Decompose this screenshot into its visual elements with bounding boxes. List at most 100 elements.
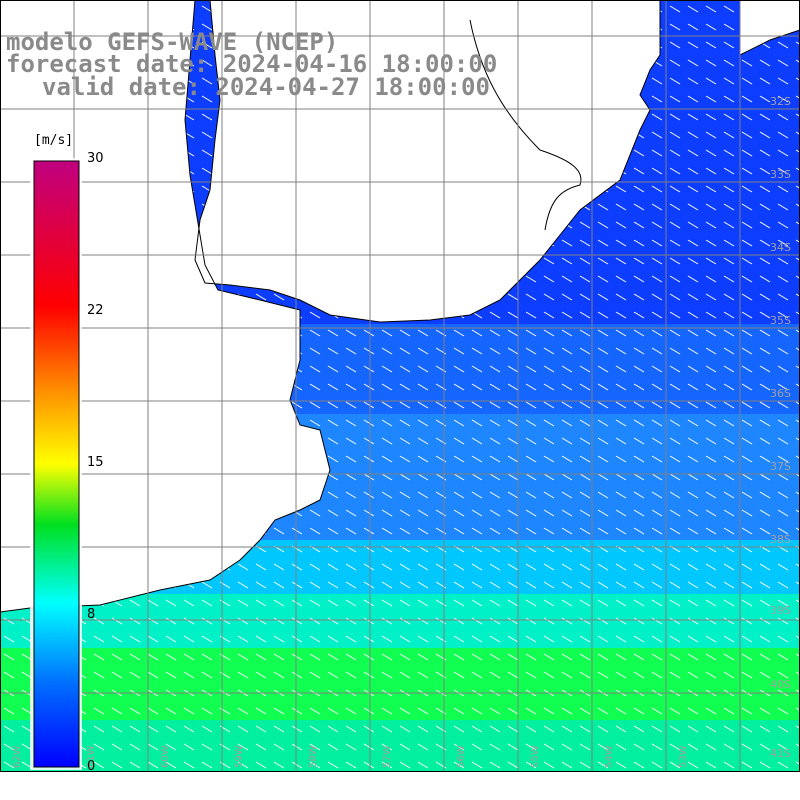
wind-arrow [777, 653, 789, 661]
wind-arrow [93, 743, 105, 751]
wind-arrow [147, 761, 159, 769]
wind-arrow [741, 725, 753, 733]
wind-arrow [525, 563, 537, 571]
wind-arrow [669, 365, 681, 373]
wind-arrow [633, 743, 645, 751]
wind-arrow [741, 707, 753, 715]
wind-arrow [633, 581, 645, 589]
wind-arrow [705, 23, 717, 31]
wind-arrow [147, 725, 159, 733]
wind-arrow [291, 599, 303, 607]
wind-arrow [543, 293, 555, 301]
wind-arrow [237, 653, 249, 661]
wind-arrow [687, 329, 699, 337]
wind-arrow [3, 635, 15, 643]
wind-arrow [93, 707, 105, 715]
wind-arrow [291, 761, 303, 769]
wind-arrow [651, 761, 663, 769]
wind-arrow [795, 707, 800, 711]
wind-arrow [651, 185, 663, 193]
wind-arrow [741, 59, 753, 67]
wind-arrow [111, 671, 123, 679]
wind-arrow [273, 599, 285, 607]
wind-arrow [237, 563, 249, 571]
wind-arrow [417, 527, 429, 535]
wind-arrow [759, 527, 771, 535]
wind-arrow [597, 725, 609, 733]
wind-arrow [741, 563, 753, 571]
wind-arrow [615, 725, 627, 733]
wind-arrow [651, 725, 663, 733]
wind-arrow [723, 617, 735, 625]
wind-arrow [381, 401, 393, 409]
wind-arrow [309, 509, 321, 517]
wind-arrow [669, 59, 681, 67]
wind-arrow [561, 581, 573, 589]
wind-arrow [741, 257, 753, 265]
wind-arrow [525, 761, 537, 769]
wind-arrow [309, 347, 321, 355]
wind-arrow [381, 365, 393, 373]
wind-arrow [579, 239, 591, 247]
wind-arrow [201, 41, 213, 49]
wind-arrow [471, 671, 483, 679]
wind-arrow [705, 59, 717, 67]
wind-arrow [471, 725, 483, 733]
latitude-label: 36S [770, 387, 791, 400]
wind-arrow [309, 563, 321, 571]
wind-arrow [345, 419, 357, 427]
wind-arrow [507, 491, 519, 499]
wind-arrow [237, 635, 249, 643]
wind-arrow [309, 383, 321, 391]
wind-arrow [597, 419, 609, 427]
wind-arrow [129, 725, 141, 733]
wind-arrow [705, 671, 717, 679]
wind-cell [792, 198, 800, 216]
wind-arrow [579, 743, 591, 751]
wind-arrow [669, 743, 681, 751]
wind-arrow [417, 635, 429, 643]
lat-lon-grid [0, 0, 800, 772]
wind-arrow [759, 293, 771, 301]
wind-arrow [399, 653, 411, 661]
wind-arrow [777, 113, 789, 121]
wind-arrow [633, 671, 645, 679]
wind-cell [792, 378, 800, 396]
wind-arrow [687, 311, 699, 319]
wind-arrow [273, 761, 285, 769]
wind-arrow [543, 401, 555, 409]
wind-arrow [633, 275, 645, 283]
wind-arrow [561, 617, 573, 625]
wind-arrow [525, 275, 537, 283]
colorbar-tick-label: 0 [87, 759, 96, 774]
wind-arrow [579, 653, 591, 661]
wind-arrow [579, 473, 591, 481]
wind-arrow [471, 401, 483, 409]
wind-arrow [669, 473, 681, 481]
wind-arrow [633, 329, 645, 337]
wind-arrow [363, 563, 375, 571]
wind-arrow [507, 509, 519, 517]
wind-arrow [507, 707, 519, 715]
wind-arrow [417, 365, 429, 373]
wind-arrow [795, 77, 800, 81]
wind-arrow [579, 437, 591, 445]
wind-arrow [3, 707, 15, 715]
wind-arrow [759, 383, 771, 391]
wind-arrow [291, 563, 303, 571]
wind-arrow [489, 563, 501, 571]
wind-arrow [543, 653, 555, 661]
wind-arrow [363, 455, 375, 463]
wind-arrow [453, 563, 465, 571]
wind-arrow [471, 761, 483, 769]
wind-arrow [705, 527, 717, 535]
wind-arrow [363, 383, 375, 391]
wind-arrow [669, 725, 681, 733]
wind-arrow [489, 437, 501, 445]
wind-arrow [687, 365, 699, 373]
wind-arrow [327, 329, 339, 337]
wind-arrow [651, 599, 663, 607]
wind-arrow [741, 419, 753, 427]
wind-arrow [417, 401, 429, 409]
wind-arrow [345, 617, 357, 625]
